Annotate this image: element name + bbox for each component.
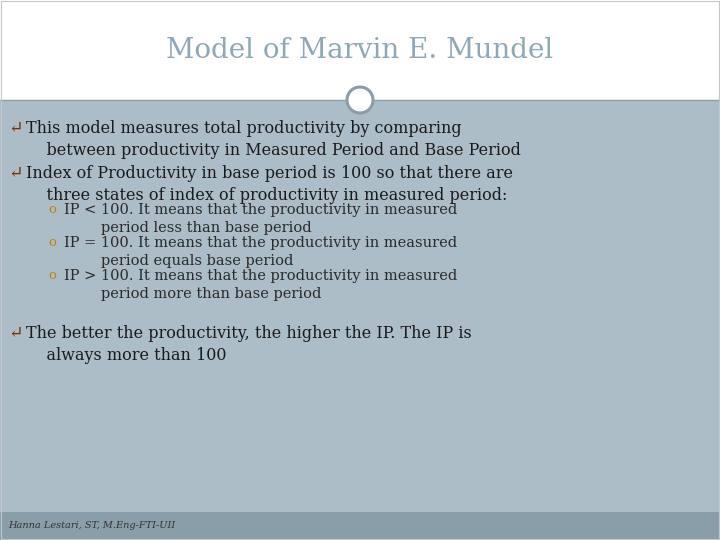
Text: Hanna Lestari, ST, M.Eng-FTI-UII: Hanna Lestari, ST, M.Eng-FTI-UII <box>8 522 175 530</box>
Text: Index of Productivity in base period is 100 so that there are
    three states o: Index of Productivity in base period is … <box>26 165 513 204</box>
Text: o: o <box>48 236 56 249</box>
FancyBboxPatch shape <box>0 0 720 100</box>
Text: o: o <box>48 203 56 216</box>
FancyBboxPatch shape <box>0 100 720 512</box>
Text: The better the productivity, the higher the IP. The IP is
    always more than 1: The better the productivity, the higher … <box>26 325 472 363</box>
Circle shape <box>347 87 373 113</box>
Text: ↵: ↵ <box>8 120 22 137</box>
Text: ↵: ↵ <box>8 325 22 342</box>
Text: IP = 100. It means that the productivity in measured
        period equals base : IP = 100. It means that the productivity… <box>64 236 457 268</box>
Text: IP < 100. It means that the productivity in measured
        period less than ba: IP < 100. It means that the productivity… <box>64 203 457 235</box>
Text: Model of Marvin E. Mundel: Model of Marvin E. Mundel <box>166 37 554 64</box>
Text: IP > 100. It means that the productivity in measured
        period more than ba: IP > 100. It means that the productivity… <box>64 269 457 301</box>
Text: This model measures total productivity by comparing
    between productivity in : This model measures total productivity b… <box>26 120 521 159</box>
FancyBboxPatch shape <box>0 512 720 540</box>
Text: o: o <box>48 269 56 282</box>
Text: ↵: ↵ <box>8 165 22 182</box>
